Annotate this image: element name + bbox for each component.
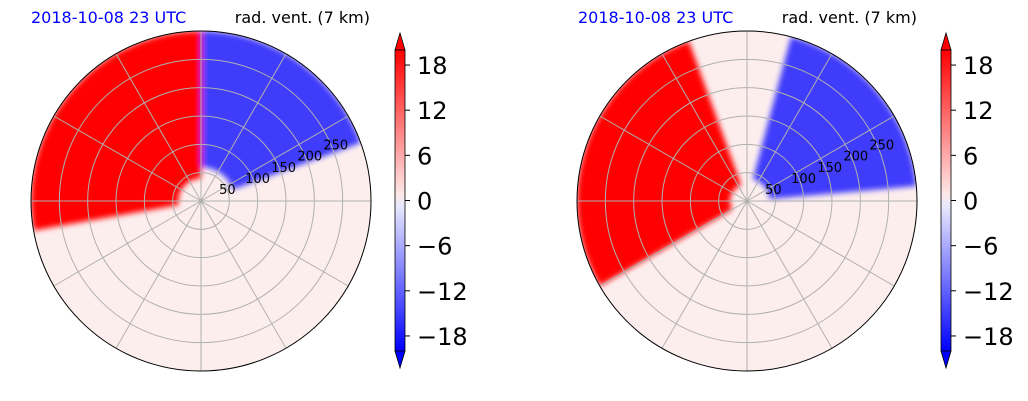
- panel-right-frame: [576, 30, 918, 372]
- angular-gridline: [661, 53, 748, 202]
- colorbar-tick-label: −6: [963, 233, 998, 261]
- angular-gridline: [115, 200, 202, 349]
- panel-left-date: 2018-10-08 23 UTC: [31, 8, 186, 27]
- angular-gridline: [599, 200, 748, 287]
- panel-right-grid: [577, 31, 917, 371]
- colorbar-tick-label: 12: [417, 97, 448, 125]
- angular-gridline: [746, 115, 895, 202]
- angular-gridline: [746, 53, 833, 202]
- colorbar-tick-label: −18: [963, 323, 1014, 351]
- angular-gridline: [115, 53, 202, 202]
- colorbar-extend-min: [940, 350, 952, 370]
- panel-left-radial-labels: 50 100 150 200 250: [219, 139, 348, 198]
- colorbar-bar: [940, 49, 952, 352]
- colorbar-tick-label: 6: [963, 142, 978, 170]
- angular-gridline: [746, 200, 833, 349]
- colorbar-tick-label: −12: [417, 278, 468, 306]
- panel-right-radial-labels: 50 100 150 200 250: [765, 139, 894, 198]
- colorbar-tick-label: 12: [963, 97, 994, 125]
- radial-tick-label: 100: [791, 172, 816, 187]
- panel-left-grid: [31, 31, 371, 371]
- colorbar-extend-max: [394, 31, 406, 51]
- angular-gridline: [53, 200, 202, 287]
- colorbar-tick-label: −18: [417, 323, 468, 351]
- positive-region: [31, 31, 201, 231]
- colorbar-tick-label: 0: [417, 188, 432, 216]
- angular-gridline: [200, 115, 349, 202]
- radial-tick-label: 50: [219, 183, 236, 198]
- angular-gridline: [200, 200, 349, 287]
- radial-tick-label: 200: [843, 150, 868, 165]
- radial-tick-label: 150: [817, 161, 842, 176]
- angular-gridline: [599, 115, 748, 202]
- colorbar-extend-max: [940, 31, 952, 51]
- panel-right-colorbar: 18 12 6 0 −6 −12 −18: [940, 31, 1014, 370]
- radial-tick-label: 200: [297, 150, 322, 165]
- panel-right-variable: rad. vent. (7 km): [782, 8, 917, 27]
- panel-left-colorbar: 18 12 6 0 −6 −12 −18: [394, 31, 468, 370]
- radial-tick-label: 250: [869, 139, 894, 154]
- radial-tick-label: 150: [271, 161, 296, 176]
- panel-right: 2018-10-08 23 UTC rad. vent. (7 km) 50 1…: [576, 8, 1014, 372]
- angular-gridline: [746, 200, 895, 287]
- colorbar-tick-label: 0: [963, 188, 978, 216]
- panel-left-variable: rad. vent. (7 km): [235, 8, 370, 27]
- positive-region: [577, 41, 742, 286]
- radial-tick-label: 250: [323, 139, 348, 154]
- panel-left-frame: [30, 30, 372, 372]
- colorbar-extend-min: [394, 350, 406, 370]
- panel-right-date: 2018-10-08 23 UTC: [578, 8, 733, 27]
- colorbar-tick-label: −6: [417, 233, 452, 261]
- panel-left: 2018-10-08 23 UTC rad. vent. (7 km) 50 1…: [30, 8, 468, 372]
- negative-region: [752, 36, 917, 200]
- colorbar-bar: [394, 49, 406, 352]
- colorbar-tick-label: 18: [417, 52, 448, 80]
- angular-gridline: [200, 200, 287, 349]
- colorbar-tick-label: 18: [963, 52, 994, 80]
- angular-gridline: [661, 200, 748, 349]
- angular-gridline: [200, 53, 287, 202]
- radial-tick-label: 100: [245, 172, 270, 187]
- radial-tick-label: 50: [765, 183, 782, 198]
- angular-gridline: [53, 115, 202, 202]
- colorbar-tick-label: 6: [417, 142, 432, 170]
- negative-region: [201, 31, 361, 190]
- colorbar-tick-label: −12: [963, 278, 1014, 306]
